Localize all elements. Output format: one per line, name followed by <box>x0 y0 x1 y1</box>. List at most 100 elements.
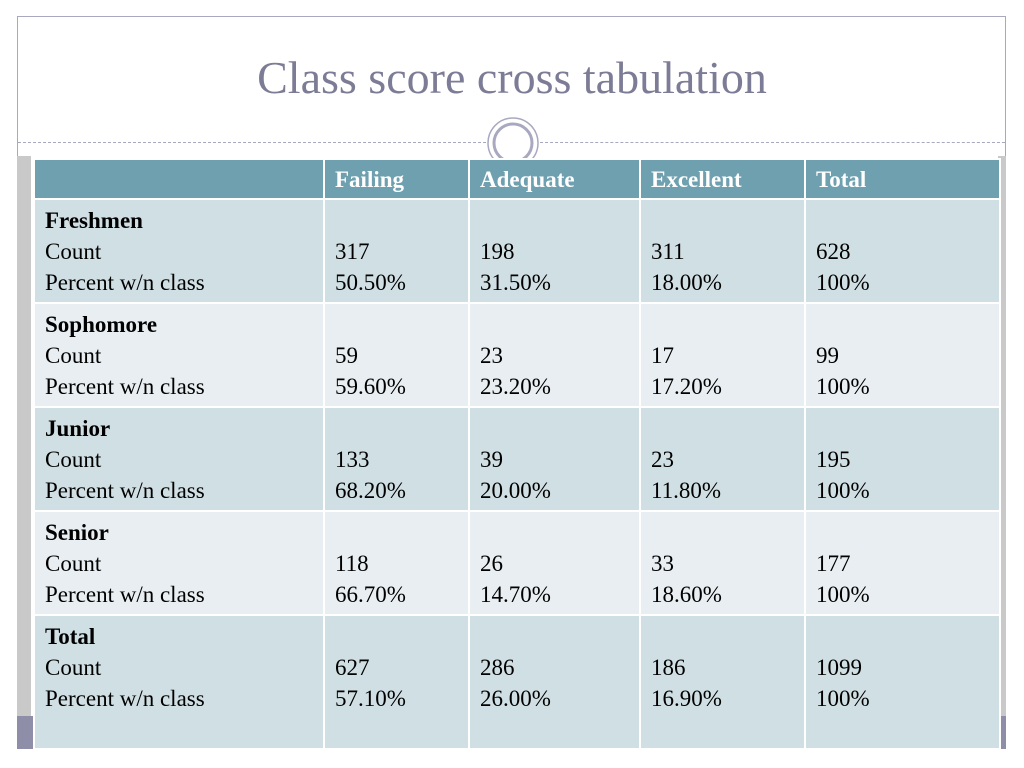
count-value: 133 <box>335 447 370 472</box>
percent-value: 18.60% <box>651 582 722 607</box>
cell-total: 1099 100% <box>804 614 1001 750</box>
percent-value: 18.00% <box>651 270 722 295</box>
count-value: 23 <box>480 343 503 368</box>
table-header-row: Failing Adequate Excellent Total <box>33 158 1001 200</box>
percent-value: 16.90% <box>651 686 722 711</box>
percent-value: 68.20% <box>335 478 406 503</box>
cell-spacer <box>816 205 989 236</box>
row-name: Senior <box>45 520 109 545</box>
percent-value: 31.50% <box>480 270 551 295</box>
percent-value: 50.50% <box>335 270 406 295</box>
cell-adequate: 26 14.70% <box>468 510 641 616</box>
percent-label: Percent w/n class <box>45 582 205 607</box>
cell-adequate: 23 23.20% <box>468 302 641 408</box>
count-value: 33 <box>651 551 674 576</box>
cell-spacer <box>335 309 458 340</box>
cross-tabulation-table: Failing Adequate Excellent Total Freshme… <box>33 158 1001 750</box>
table-row: Senior Count Percent w/n class 118 66.70% 26 1… <box>33 510 1001 616</box>
percent-value: 11.80% <box>651 478 722 503</box>
percent-label: Percent w/n class <box>45 478 205 503</box>
percent-value: 100% <box>816 686 870 711</box>
count-value: 186 <box>651 655 686 680</box>
count-label: Count <box>45 343 102 368</box>
percent-value: 100% <box>816 374 870 399</box>
count-label: Count <box>45 655 102 680</box>
table-body: Freshmen Count Percent w/n class 317 50.50% 1… <box>33 198 1001 750</box>
count-label: Count <box>45 447 102 472</box>
count-value: 286 <box>480 655 515 680</box>
cell-excellent: 17 17.20% <box>639 302 806 408</box>
cell-failing: 133 68.20% <box>323 406 470 512</box>
row-name: Junior <box>45 416 111 441</box>
row-label-cell: Junior Count Percent w/n class <box>33 406 325 512</box>
count-value: 177 <box>816 551 851 576</box>
count-label: Count <box>45 551 102 576</box>
cell-adequate: 286 26.00% <box>468 614 641 750</box>
percent-value: 57.10% <box>335 686 406 711</box>
count-value: 317 <box>335 239 370 264</box>
cell-spacer <box>480 309 629 340</box>
cell-spacer <box>335 413 458 444</box>
title-divider-left <box>18 142 486 143</box>
count-value: 59 <box>335 343 358 368</box>
cell-failing: 59 59.60% <box>323 302 470 408</box>
cell-spacer <box>816 413 989 444</box>
count-value: 118 <box>335 551 369 576</box>
table-row: Freshmen Count Percent w/n class 317 50.50% 1… <box>33 198 1001 304</box>
count-value: 17 <box>651 343 674 368</box>
cell-spacer <box>651 413 794 444</box>
header-corner <box>33 158 325 200</box>
cell-spacer <box>816 517 989 548</box>
count-value: 311 <box>651 239 685 264</box>
cell-total: 99 100% <box>804 302 1001 408</box>
slide-title: Class score cross tabulation <box>257 52 767 103</box>
count-value: 627 <box>335 655 370 680</box>
percent-label: Percent w/n class <box>45 374 205 399</box>
count-value: 23 <box>651 447 674 472</box>
cell-spacer <box>335 205 458 236</box>
percent-value: 100% <box>816 582 870 607</box>
cell-failing: 118 66.70% <box>323 510 470 616</box>
cell-spacer <box>335 517 458 548</box>
cell-spacer <box>335 621 458 652</box>
row-label-cell: Senior Count Percent w/n class <box>33 510 325 616</box>
header-excellent: Excellent <box>639 158 806 200</box>
cell-total: 195 100% <box>804 406 1001 512</box>
cell-total: 177 100% <box>804 510 1001 616</box>
cell-spacer <box>480 621 629 652</box>
percent-label: Percent w/n class <box>45 270 205 295</box>
row-label-cell: Freshmen Count Percent w/n class <box>33 198 325 304</box>
percent-value: 100% <box>816 478 870 503</box>
count-value: 99 <box>816 343 839 368</box>
table-row: Sophomore Count Percent w/n class 59 59.60% 2… <box>33 302 1001 408</box>
cell-spacer <box>816 309 989 340</box>
percent-label: Percent w/n class <box>45 686 205 711</box>
cell-failing: 627 57.10% <box>323 614 470 750</box>
row-name: Sophomore <box>45 312 158 337</box>
cell-adequate: 198 31.50% <box>468 198 641 304</box>
cell-excellent: 311 18.00% <box>639 198 806 304</box>
row-name: Freshmen <box>45 208 143 233</box>
percent-value: 66.70% <box>335 582 406 607</box>
cell-total: 628 100% <box>804 198 1001 304</box>
count-value: 39 <box>480 447 503 472</box>
percent-value: 26.00% <box>480 686 551 711</box>
cell-spacer <box>651 621 794 652</box>
table-row: Junior Count Percent w/n class 133 68.20% 39 2… <box>33 406 1001 512</box>
cell-spacer <box>480 205 629 236</box>
count-value: 628 <box>816 239 851 264</box>
cell-adequate: 39 20.00% <box>468 406 641 512</box>
left-side-band <box>17 156 31 749</box>
header-failing: Failing <box>323 158 470 200</box>
percent-value: 23.20% <box>480 374 551 399</box>
cell-excellent: 186 16.90% <box>639 614 806 750</box>
cell-spacer <box>480 413 629 444</box>
percent-value: 100% <box>816 270 870 295</box>
table-row: Total Count Percent w/n class 627 57.10% 286 2… <box>33 614 1001 750</box>
percent-value: 14.70% <box>480 582 551 607</box>
count-label: Count <box>45 239 102 264</box>
cell-spacer <box>816 621 989 652</box>
cell-spacer <box>651 517 794 548</box>
header-total: Total <box>804 158 1001 200</box>
count-value: 26 <box>480 551 503 576</box>
